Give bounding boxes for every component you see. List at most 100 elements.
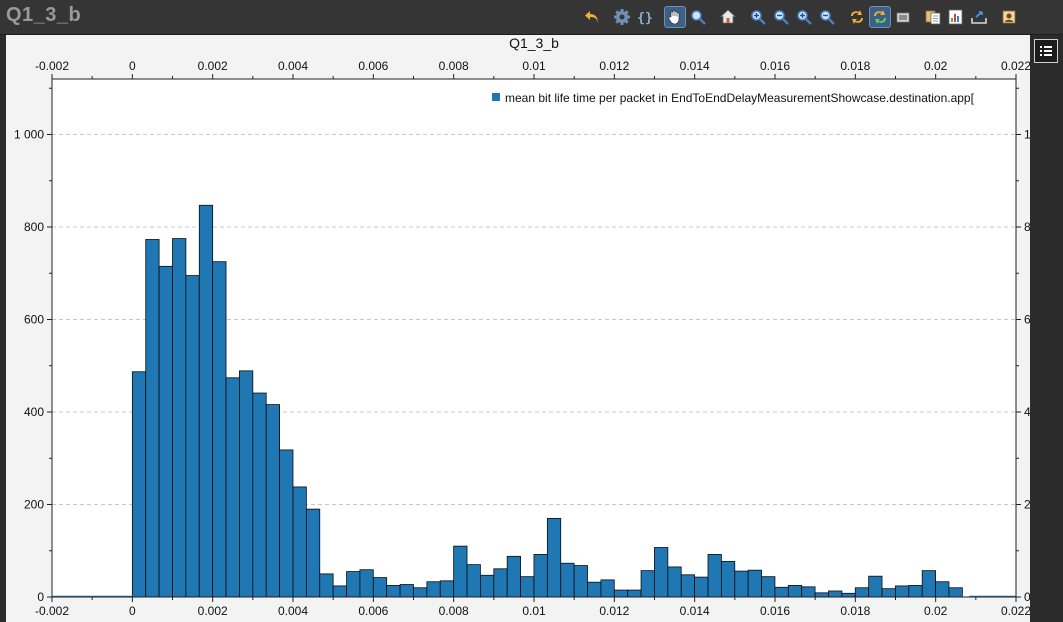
histogram-bar [158,265,173,598]
histogram-bar [935,581,950,598]
refresh-icon[interactable] [847,7,867,27]
chart-toolbar: {} [582,5,1022,29]
y-tick-label-left: 1 000 [14,128,44,142]
svg-text:{}: {} [637,11,653,26]
histogram-bar [546,517,562,598]
histogram-bars [52,204,1016,598]
histogram-bar [212,261,227,598]
x-tick-label-top: 0.008 [439,59,469,73]
x-tick-label-top: 0.004 [278,59,308,73]
y-tick-label-right: 1 000 [1024,128,1030,142]
y-tick-label-left: 800 [24,220,44,234]
x-tick-label-top: -0.002 [35,59,69,73]
histogram-bar [948,587,963,598]
screenshot-icon[interactable] [893,7,913,27]
auto-refresh-icon[interactable] [869,6,891,28]
x-tick-label-top: 0.006 [358,59,388,73]
histogram-bar [319,573,334,598]
x-tick-label-bottom: 0.012 [599,604,629,618]
histogram-bar [252,392,267,598]
x-tick-label-bottom: 0.008 [439,604,469,618]
y-tick-label-left: 600 [24,313,44,327]
histogram-bar [239,370,254,598]
x-tick-label-bottom: 0.004 [278,604,308,618]
histogram-bar [613,589,629,598]
histogram-bar [908,585,923,598]
x-tick-label-bottom: 0.022 [1001,604,1030,618]
undo-icon[interactable] [582,7,602,27]
histogram-bar [506,555,521,598]
histogram-bar [787,585,803,598]
legend-label: mean bit life time per packet in EndToEn… [505,91,975,105]
histogram-bar [386,585,401,598]
x-tick-label-top: 0.01 [522,59,546,73]
window-titlebar: Q1_3_b {} [0,0,1063,35]
x-tick-label-bottom: 0.018 [840,604,870,618]
y-tick-label-right: 0 [1024,590,1030,604]
histogram-bar [640,570,655,598]
histogram-bar [680,574,696,598]
histogram-bar [694,576,709,598]
histogram-bar [172,238,187,598]
histogram-bar [439,580,455,598]
histogram-bar [359,569,374,598]
histogram-bar [667,566,682,598]
histogram-bar [720,560,736,598]
plot-area[interactable]: -0.002 -0.002 0 0 0.002 0.002 0.004 0.004 0.006 0… [6,35,1030,622]
braces-icon[interactable]: {} [635,7,655,27]
chart-title: Q1_3_b [509,35,559,51]
histogram-bar [734,570,749,598]
histogram-bar [466,564,481,598]
x-tick-label-top: 0.02 [924,59,948,73]
home-icon[interactable] [718,7,738,27]
axes: -0.002-0.002000.0020.0020.0040.0040.0060… [14,59,1030,618]
histogram-bar [533,554,548,598]
legend[interactable]: mean bit life time per packet in EndToEn… [492,91,975,105]
x-tick-label-bottom: 0.02 [924,604,948,618]
histogram-bar [841,592,856,598]
histogram-bar [346,571,361,598]
settings-icon[interactable] [612,7,632,27]
histogram-bar [185,275,200,598]
y-tick-label-right: 200 [1024,498,1030,512]
y-tick-label-right: 400 [1024,405,1030,419]
histogram-bar [895,585,910,598]
histogram-bar [426,581,441,598]
pan-hand-icon[interactable] [664,6,686,28]
histogram-bar [265,404,280,598]
export-data-icon[interactable] [946,7,966,27]
legend-swatch [492,93,500,101]
histogram-bar [520,576,535,598]
histogram-bar [480,574,495,598]
histogram-bar [587,581,602,598]
x-tick-label-top: 0.016 [760,59,790,73]
zoom-in-x-icon[interactable] [748,7,768,27]
legend-list-icon[interactable] [1034,39,1058,63]
histogram-bar [332,585,347,598]
histogram-bar [493,568,508,598]
x-tick-label-bottom: 0 [129,604,136,618]
zoom-out-x-icon[interactable] [771,7,791,27]
show-data-icon[interactable] [999,7,1019,27]
x-tick-label-bottom: -0.002 [35,604,69,618]
histogram-bar [707,554,722,598]
histogram-bar [145,239,160,598]
copy-icon[interactable] [923,7,943,27]
y-tick-label-right: 600 [1024,313,1030,327]
zoom-out-y-icon[interactable] [817,7,837,27]
x-tick-label-bottom: 0.002 [198,604,228,618]
x-tick-label-top: 0.022 [1001,59,1030,73]
zoom-icon[interactable] [688,7,708,27]
histogram-bar [279,449,294,598]
histogram-bar [131,371,147,598]
histogram-bar [654,547,669,598]
export-image-icon[interactable] [969,7,989,27]
histogram-bar [399,584,414,598]
histogram-bar [814,592,829,598]
x-tick-label-top: 0.018 [840,59,870,73]
histogram-bar [225,377,240,598]
x-tick-label-bottom: 0.01 [522,604,546,618]
zoom-in-y-icon[interactable] [794,7,814,27]
histogram-bar [868,575,883,598]
histogram-bar [292,486,307,598]
